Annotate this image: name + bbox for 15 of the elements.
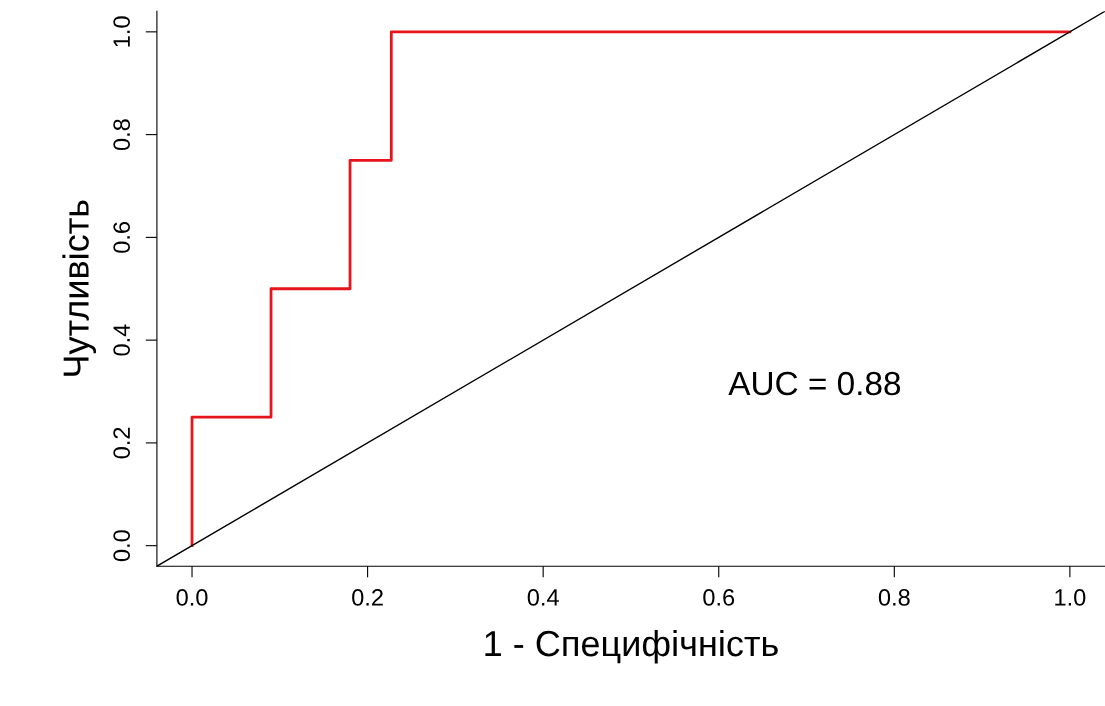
x-tick-label: 1.0 bbox=[1055, 589, 1086, 606]
x-axis-title: 1 - Специфічність bbox=[485, 629, 778, 664]
y-tick-label: 0.4 bbox=[113, 324, 131, 356]
y-tick-label: 1.0 bbox=[113, 16, 131, 47]
x-tick-label: 0.4 bbox=[527, 589, 559, 606]
y-tick-label: 0.0 bbox=[113, 530, 131, 562]
annotation: AUC = 0.88 bbox=[728, 371, 901, 396]
y-tick-label: 0.2 bbox=[113, 427, 131, 459]
y-tick-label: 0.6 bbox=[113, 222, 131, 253]
x-tick-label: 0.0 bbox=[176, 589, 208, 606]
x-tick-label: 0.8 bbox=[878, 589, 910, 606]
y-axis-title: Чутливість bbox=[62, 200, 97, 376]
x-tick-label: 0.2 bbox=[352, 589, 383, 606]
x-tick-label: 0.6 bbox=[703, 589, 735, 606]
y-tick-label: 0.8 bbox=[113, 119, 131, 151]
